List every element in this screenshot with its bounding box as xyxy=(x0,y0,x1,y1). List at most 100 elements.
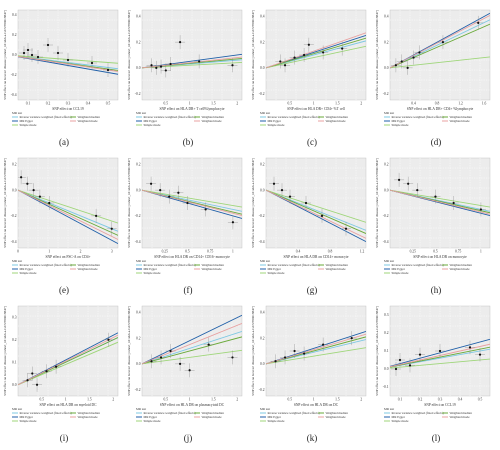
data-point xyxy=(48,201,51,205)
x-axis-label: SNP effect on HLA DR on plasmacytoid DC xyxy=(160,403,225,407)
legend-label-simple: Simple mode xyxy=(392,271,409,275)
legend-label-egger: MR Egger xyxy=(392,415,406,419)
x-tick-label: 0.75 xyxy=(207,250,213,254)
x-tick-label: 0.2 xyxy=(46,102,51,106)
panel-label: (b) xyxy=(182,137,194,147)
y-tick-label: 0.2 xyxy=(12,163,17,167)
regression-line-ivw xyxy=(18,189,118,232)
regression-line-wmode xyxy=(18,334,118,386)
legend-label-egger: MR Egger xyxy=(268,119,282,123)
panel-label: (a) xyxy=(59,137,69,147)
scatter-plot-svg: 0.2 0.0 -0.2 -0.4 0.25 0.5 0.75 1 SNP effect on … xyxy=(375,157,491,275)
regression-line-simple xyxy=(18,189,118,224)
y-tick-label: 0.2 xyxy=(12,338,17,342)
legend-title: MR test xyxy=(12,259,22,263)
data-point xyxy=(38,195,41,198)
data-point xyxy=(441,41,445,44)
regression-line-wmode xyxy=(142,322,242,365)
panel-label: (g) xyxy=(306,285,318,295)
data-point xyxy=(274,360,277,363)
y-tick-label: 0.3 xyxy=(12,315,17,319)
regression-line-simple xyxy=(266,189,366,223)
data-point xyxy=(22,51,26,55)
data-point xyxy=(26,379,29,382)
data-point xyxy=(407,182,410,185)
data-point xyxy=(350,337,353,340)
legend-label-simple: Simple mode xyxy=(268,123,285,127)
y-tick-label: 0.0 xyxy=(384,188,389,192)
legend-label-wmode: Weighted mode xyxy=(450,119,471,123)
x-tick-label: 2 xyxy=(112,398,114,402)
regression-line-wmode xyxy=(390,189,490,215)
y-tick-label: 0.0 xyxy=(136,188,141,192)
data-point xyxy=(159,356,163,359)
scatter-panel-6: 0.2 0.0 -0.2 -0.4 0.25 0.5 0.75 1 SNP effect on … xyxy=(126,150,250,298)
x-tick-label: 0.4 xyxy=(411,102,416,106)
x-tick-label: 0.3 xyxy=(66,102,71,106)
data-point xyxy=(150,360,153,363)
y-axis-label: SNP effect on Graves' disease [cohort_id… xyxy=(375,10,379,100)
legend-label-egger: MR Egger xyxy=(144,267,158,271)
data-point xyxy=(107,338,110,341)
regression-line-wmedian xyxy=(390,23,490,69)
scatter-panel-5: 0.2 0.0 -0.2 -0.4 0 1 2 3 SNP effect on Graves' … xyxy=(2,150,126,298)
y-tick-label: 0.2 xyxy=(136,163,141,167)
data-point xyxy=(418,51,421,54)
data-point xyxy=(188,369,191,372)
legend-label-egger: MR Egger xyxy=(20,267,34,271)
y-tick-label: -0.4 xyxy=(135,240,141,244)
x-tick-label: 1 xyxy=(189,102,191,106)
data-point xyxy=(46,43,50,47)
legend-label-simple: Simple mode xyxy=(268,271,285,275)
legend-label-wmode: Weighted mode xyxy=(202,415,223,419)
x-tick-label: 1.5 xyxy=(211,398,216,402)
plot-background xyxy=(265,157,367,249)
data-point xyxy=(302,53,306,57)
legend-label-wmedian: Weighted median xyxy=(202,115,225,119)
y-tick-label: 0.0 xyxy=(384,66,389,70)
plot-background xyxy=(265,305,367,397)
legend-label-wmode: Weighted mode xyxy=(78,119,99,123)
y-tick-label: 0.0 xyxy=(136,66,141,70)
x-tick-label: 0 xyxy=(17,250,19,254)
scatter-plot-svg: 0.3 0.2 0.1 0.0 0.5 1 1.5 2 SNP effect on Graves… xyxy=(3,305,119,423)
legend-label-egger: MR Egger xyxy=(268,415,282,419)
y-tick-label: 0.2 xyxy=(136,40,141,44)
y-tick-label: 0.4 xyxy=(136,311,141,315)
legend-label-simple: Simple mode xyxy=(144,271,161,275)
legend-title: MR test xyxy=(136,111,146,115)
data-point xyxy=(468,346,472,349)
plot-background xyxy=(141,9,243,101)
x-tick-label: 0.25 xyxy=(162,250,168,254)
data-point xyxy=(293,349,296,353)
data-point xyxy=(283,64,287,67)
data-point xyxy=(412,56,415,59)
x-tick-label: 0.5 xyxy=(288,398,293,402)
data-point xyxy=(32,189,35,192)
x-tick-label: 1.5 xyxy=(335,102,340,106)
data-point xyxy=(204,208,207,211)
y-axis-label: SNP effect on Graves' disease [cohort_id… xyxy=(127,10,131,100)
legend-label-wmode: Weighted mode xyxy=(326,415,347,419)
regression-line-simple xyxy=(390,189,490,208)
regression-line-ivw xyxy=(142,331,242,365)
scatter-plot-svg: 0.2 0.0 -0.2 -0.4 0 1 2 3 SNP effect on Graves' … xyxy=(3,157,119,275)
panel-label: (j) xyxy=(183,433,193,443)
x-tick-label: 1 xyxy=(189,398,191,402)
y-tick-label: 0.4 xyxy=(136,15,141,19)
legend-label-ivw: Inverse variance weighted (fixed effects… xyxy=(144,115,196,119)
scatter-plot-svg: 0.3 0.2 0.1 0.0 -0.1 0.1 0.2 0.3 0.4 0.5 SNP effec… xyxy=(375,305,491,423)
y-tick-label: -0.2 xyxy=(259,388,265,392)
data-point xyxy=(150,64,153,67)
data-point xyxy=(279,60,282,63)
x-tick-label: 0.2 xyxy=(418,398,423,402)
y-tick-label: 0.4 xyxy=(384,15,389,19)
y-tick-label: 0.4 xyxy=(260,311,265,315)
legend-label-egger: MR Egger xyxy=(144,415,158,419)
scatter-plot-svg: 0.4 0.2 0.0 -0.2 0.5 1 1.5 2 SNP effect on Grave… xyxy=(251,305,367,423)
legend-label-wmode: Weighted mode xyxy=(78,415,99,419)
data-point xyxy=(452,201,455,205)
regression-line-ivw xyxy=(390,348,490,368)
panel-label: (h) xyxy=(430,285,442,295)
data-point xyxy=(397,178,401,181)
